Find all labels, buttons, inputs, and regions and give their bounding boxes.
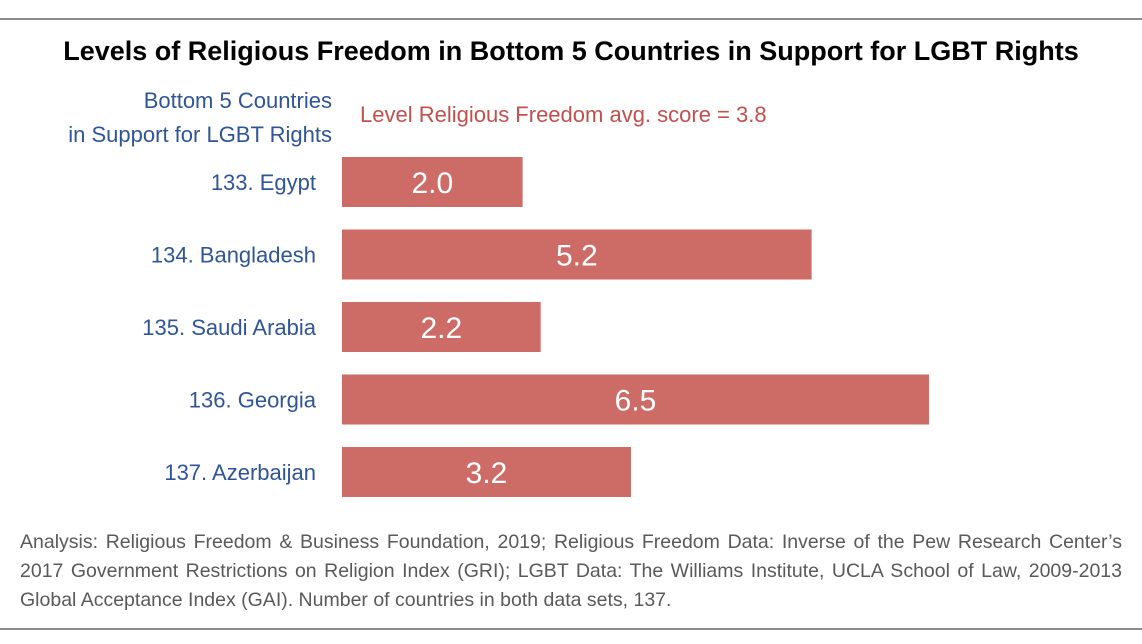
- bar-value-label-1: 2.0: [411, 167, 453, 200]
- category-label-1: 133. Egypt: [211, 170, 316, 195]
- bar-5: [342, 447, 631, 497]
- category-header-line-1: Bottom 5 Countries: [143, 88, 332, 113]
- category-label-5: 137. Azerbaijan: [164, 460, 316, 485]
- bar-value-label-5: 3.2: [466, 457, 508, 490]
- top-divider: [0, 18, 1142, 20]
- bar-4: [342, 374, 929, 425]
- category-label-2: 134. Bangladesh: [151, 243, 316, 268]
- bar-value-label-3: 2.2: [420, 312, 462, 345]
- bar-value-label-2: 5.2: [556, 240, 598, 273]
- bar-3: [342, 302, 541, 352]
- category-axis-header: Bottom 5 Countries in Support for LGBT R…: [20, 84, 332, 152]
- category-label-4: 136. Georgia: [189, 388, 317, 413]
- category-label-3: 135. Saudi Arabia: [142, 315, 316, 340]
- average-score-note: Level Religious Freedom avg. score = 3.8: [360, 102, 767, 127]
- source-note: Analysis: Religious Freedom & Business F…: [20, 531, 1122, 611]
- bar-value-label-4: 6.5: [615, 385, 657, 418]
- category-header-line-2: in Support for LGBT Rights: [68, 122, 332, 147]
- bar-1: [342, 157, 523, 207]
- bar-2: [342, 229, 812, 280]
- bottom-divider: [0, 628, 1142, 630]
- chart-title: Levels of Religious Freedom in Bottom 5 …: [63, 36, 1079, 66]
